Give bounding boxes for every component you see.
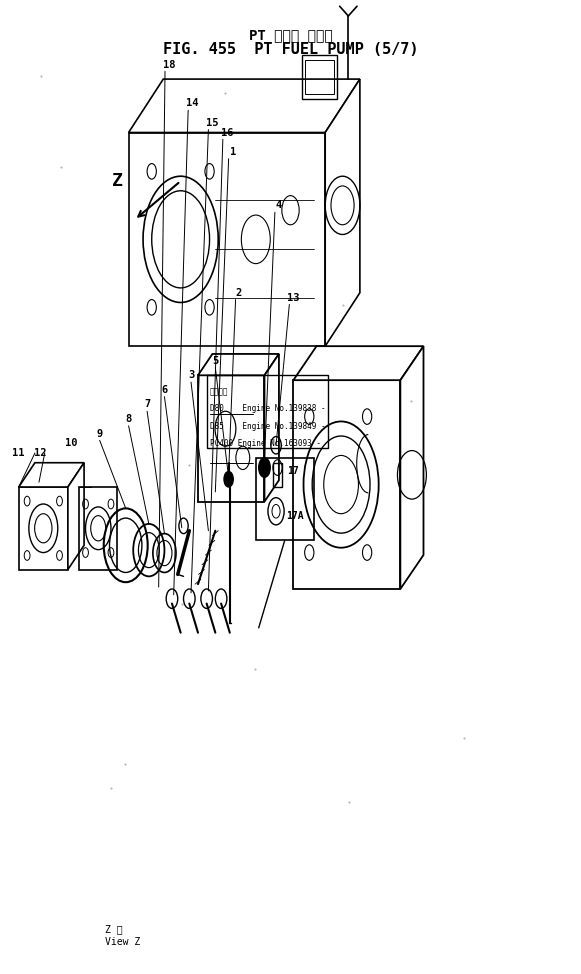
Polygon shape xyxy=(198,354,279,375)
Text: FIG. 455  PT FUEL PUMP (5/7): FIG. 455 PT FUEL PUMP (5/7) xyxy=(163,43,418,57)
Circle shape xyxy=(147,164,156,179)
Text: 8: 8 xyxy=(125,414,132,424)
Text: 12: 12 xyxy=(34,448,47,458)
Bar xyxy=(305,59,334,94)
Text: 18: 18 xyxy=(163,59,175,69)
Circle shape xyxy=(205,300,214,316)
Circle shape xyxy=(147,300,156,316)
Text: 1: 1 xyxy=(229,147,236,157)
Polygon shape xyxy=(293,346,424,380)
Circle shape xyxy=(259,458,270,477)
Circle shape xyxy=(205,164,214,179)
Text: 10: 10 xyxy=(64,438,77,448)
Text: Z: Z xyxy=(112,172,123,190)
Bar xyxy=(273,463,282,487)
Polygon shape xyxy=(19,463,84,487)
Text: 適用号機: 適用号機 xyxy=(210,387,228,396)
Polygon shape xyxy=(325,79,360,346)
Text: 4: 4 xyxy=(276,201,282,210)
Text: 6: 6 xyxy=(162,385,167,394)
Text: D80    Engine No.139838 -: D80 Engine No.139838 - xyxy=(210,404,325,413)
Text: PC400 Engine No.163093 -: PC400 Engine No.163093 - xyxy=(210,439,321,448)
Polygon shape xyxy=(400,346,424,589)
Bar xyxy=(19,487,68,570)
FancyBboxPatch shape xyxy=(128,132,325,346)
Polygon shape xyxy=(264,354,279,502)
Text: 16: 16 xyxy=(221,128,233,137)
Bar xyxy=(302,55,337,98)
Bar xyxy=(80,487,117,570)
Bar xyxy=(256,458,314,541)
Text: PT フェル ポンプ: PT フェル ポンプ xyxy=(249,28,332,43)
Text: 14: 14 xyxy=(186,98,199,108)
Text: Z 図: Z 図 xyxy=(106,924,123,934)
Text: D85    Engine No.139849 -: D85 Engine No.139849 - xyxy=(210,422,325,431)
Bar xyxy=(198,375,264,502)
Text: 9: 9 xyxy=(96,429,103,438)
Text: 5: 5 xyxy=(212,356,218,366)
Polygon shape xyxy=(128,79,360,132)
Text: 2: 2 xyxy=(235,287,242,298)
Text: 17: 17 xyxy=(288,467,299,476)
Circle shape xyxy=(224,471,233,487)
Text: 15: 15 xyxy=(206,118,218,128)
Bar xyxy=(207,375,328,448)
Text: 7: 7 xyxy=(144,399,150,409)
Polygon shape xyxy=(68,463,84,570)
Bar xyxy=(293,380,400,589)
Text: 3: 3 xyxy=(188,370,194,380)
Text: 17A: 17A xyxy=(286,511,303,521)
Text: View Z: View Z xyxy=(106,937,141,947)
Text: 13: 13 xyxy=(287,292,300,303)
Text: 11: 11 xyxy=(12,448,25,458)
